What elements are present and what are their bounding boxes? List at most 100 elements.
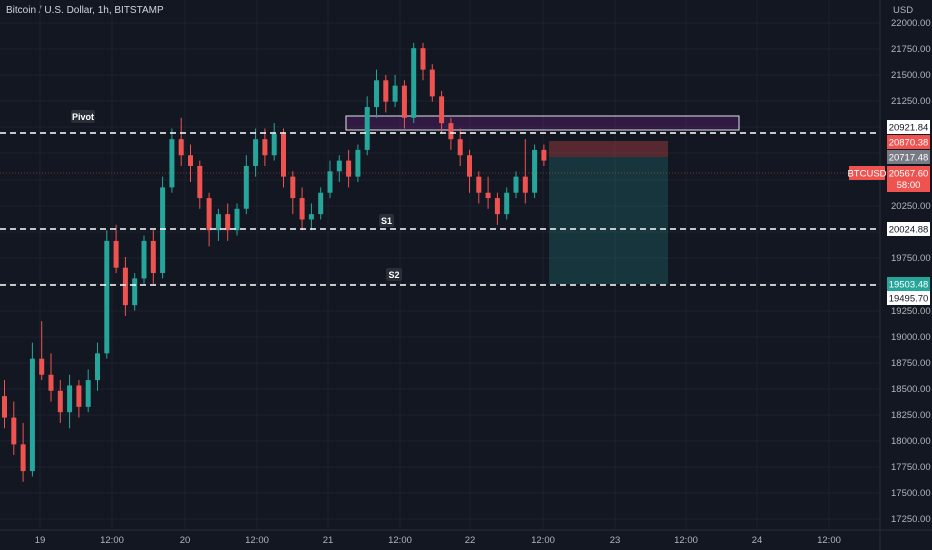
price-tick: 21750.00 <box>891 44 931 55</box>
time-tick: 19 <box>35 535 46 546</box>
target-price-badge <box>887 291 930 305</box>
candle-body[interactable] <box>85 380 91 407</box>
s1-tag <box>379 214 394 227</box>
target-price-label: 19495.70 <box>889 294 929 305</box>
candle-body[interactable] <box>95 353 100 381</box>
candle-body[interactable] <box>476 176 482 193</box>
candle-body[interactable] <box>467 155 472 177</box>
stop-loss-zone[interactable] <box>549 141 668 157</box>
candle-body[interactable] <box>29 358 35 472</box>
price-tick: 18500.00 <box>891 384 931 395</box>
candles <box>2 42 547 482</box>
time-axis[interactable]: 19 12:00 20 12:00 21 12:00 22 12:00 23 1… <box>35 535 841 546</box>
stop-price-badge <box>887 135 930 149</box>
symbol-badge <box>849 166 885 180</box>
candle-body[interactable] <box>39 358 45 375</box>
candle-body[interactable] <box>262 139 268 156</box>
price-axis[interactable]: USD 22000.00 21750.00 21500.00 21250.00 … <box>891 5 931 525</box>
candle-body[interactable] <box>401 85 407 118</box>
candle-body[interactable] <box>420 48 426 70</box>
candle-body[interactable] <box>253 139 259 166</box>
candle-body[interactable] <box>522 176 528 193</box>
candle-body[interactable] <box>206 198 212 231</box>
time-tick: 21 <box>323 535 334 546</box>
candle-body[interactable] <box>113 240 119 268</box>
candle-body[interactable] <box>225 214 231 231</box>
entry-price-badge <box>887 150 930 164</box>
candle-body[interactable] <box>215 214 221 231</box>
candle-body[interactable] <box>234 208 240 231</box>
candle-body[interactable] <box>299 198 305 220</box>
candle-body[interactable] <box>541 149 547 161</box>
candle-body[interactable] <box>160 187 166 274</box>
candle-body[interactable] <box>318 192 324 215</box>
candle-body[interactable] <box>494 198 500 215</box>
symbol-label: BTCUSD <box>847 169 886 180</box>
s2-tag <box>386 268 402 281</box>
candle-body[interactable] <box>532 149 538 193</box>
candle-body[interactable] <box>67 385 73 413</box>
price-tick: 20250.00 <box>891 201 931 212</box>
pivot-tag <box>71 110 95 123</box>
time-tick: 12:00 <box>674 535 698 546</box>
candle-body[interactable] <box>355 149 361 177</box>
candle-body[interactable] <box>281 133 286 177</box>
candle-body[interactable] <box>197 165 203 199</box>
candle-body[interactable] <box>48 374 54 391</box>
price-tick: 17500.00 <box>891 488 931 499</box>
candle-body[interactable] <box>364 107 370 150</box>
candle-body[interactable] <box>243 165 249 209</box>
candle-body[interactable] <box>178 139 184 156</box>
candle-body[interactable] <box>104 240 110 354</box>
candle-body[interactable] <box>429 69 435 97</box>
candle-body[interactable] <box>20 444 26 472</box>
candle-body[interactable] <box>374 80 379 108</box>
chart-title: Bitcoin / U.S. Dollar, 1h, BITSTAMP <box>6 5 164 16</box>
countdown-label: 58:00 <box>897 180 921 191</box>
candle-body[interactable] <box>504 192 510 215</box>
candle-body[interactable] <box>122 267 128 306</box>
time-tick: 24 <box>752 535 763 546</box>
candle-body[interactable] <box>327 171 333 193</box>
resistance-price-label: 20921.84 <box>889 123 929 134</box>
candle-body[interactable] <box>513 176 519 193</box>
candle-body[interactable] <box>439 96 445 124</box>
candle-body[interactable] <box>141 240 147 279</box>
candle-body[interactable] <box>57 390 63 413</box>
candle-body[interactable] <box>2 396 7 418</box>
candle-body[interactable] <box>336 160 342 172</box>
candle-body[interactable] <box>392 85 398 102</box>
candle-body[interactable] <box>132 278 138 306</box>
candle-body[interactable] <box>290 176 296 199</box>
candle-body[interactable] <box>308 214 314 220</box>
candle-body[interactable] <box>169 139 175 188</box>
grid <box>0 0 880 530</box>
candle-body[interactable] <box>11 417 17 445</box>
s1-price-label: 20024.88 <box>889 225 929 236</box>
candle-body[interactable] <box>448 123 454 140</box>
take-profit-zone[interactable] <box>549 157 668 284</box>
time-tick: 12:00 <box>100 535 124 546</box>
pivot-zone[interactable] <box>345 115 740 131</box>
price-tick: 18250.00 <box>891 410 931 421</box>
candle-body[interactable] <box>383 80 389 102</box>
price-tick: 21500.00 <box>891 70 931 81</box>
candle-body[interactable] <box>485 192 491 199</box>
candle-body[interactable] <box>346 160 352 177</box>
price-tick: 19750.00 <box>891 253 931 264</box>
price-tick: 18750.00 <box>891 358 931 369</box>
candle-body[interactable] <box>457 139 463 156</box>
candle-body[interactable] <box>271 133 277 156</box>
price-tick: 22000.00 <box>891 18 931 29</box>
pivot-tag-label: Pivot <box>72 112 94 122</box>
candle-body[interactable] <box>76 385 82 407</box>
current-price-badge <box>887 166 930 192</box>
s1-tag-label: S1 <box>381 216 392 226</box>
price-tick: 17750.00 <box>891 462 931 473</box>
price-tick: 19250.00 <box>891 306 931 317</box>
candle-body[interactable] <box>188 155 193 166</box>
candle-body[interactable] <box>411 48 417 118</box>
price-tick: 21250.00 <box>891 96 931 107</box>
candle-body[interactable] <box>150 240 156 274</box>
